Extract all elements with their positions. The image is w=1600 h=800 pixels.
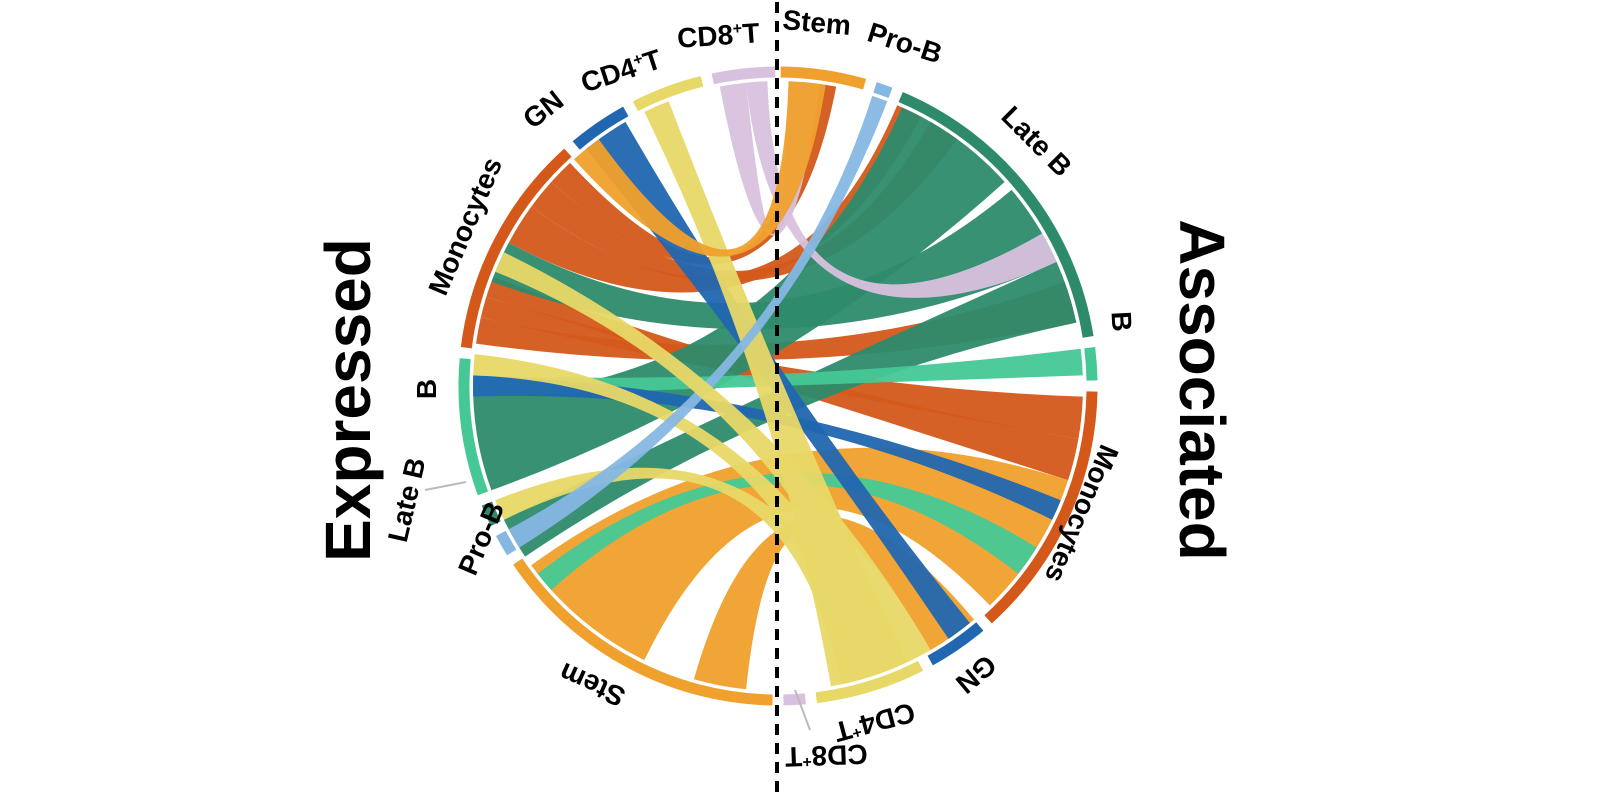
associated-monocytes-arc [984,391,1098,624]
expressed-monocytes-arc [460,148,572,349]
expressed-lateb-arc [481,501,501,527]
expressed-b-arc [458,358,489,496]
associated-lateb-arc [898,91,1094,338]
associated-gn-arc [927,622,984,666]
associated-gn-label: GN [950,649,1002,700]
sector-arcs [458,66,1098,706]
ribbon-gn-to-monocytes [473,375,1061,520]
expressed-cd8t-arc [711,66,776,85]
associated-prob-arc [873,82,893,99]
expressed-gn-label: GN [517,84,569,134]
ribbon-stem-small [573,81,826,257]
chord-ribbons [473,81,1083,690]
expressed-stem-label: Stem [555,657,630,713]
expressed-lateb-label: Late B [382,455,431,545]
expressed-stem-arc [513,558,773,706]
associated-title: Associated [1166,219,1238,560]
ribbon-cd4t-from-monocytes [495,252,931,673]
associated-cd8t-label: CD8+T [785,739,869,773]
expressed-title: Expressed [312,238,384,562]
associated-prob-label: Pro-B [864,16,946,69]
associated-b-label: B [1105,311,1137,333]
associated-stem-label: Stem [781,4,852,41]
ribbon-b-to-monocytes [537,472,1037,591]
cd8t-leader [794,689,811,731]
ribbon-b-to-b [473,348,1083,397]
associated-cd4t-arc [815,660,924,704]
expressed-b-label: B [411,379,442,399]
expressed-cd4t-label: CD4+T [577,43,665,98]
associated-stem-arc [780,66,867,90]
associated-b-arc [1084,347,1098,381]
expressed-gn-arc [572,106,629,150]
expressed-prob-arc [495,530,517,556]
ribbon-monocytes-to-monocytes-a [480,296,1083,439]
lateb-leader [424,481,467,491]
expressed-cd4t-arc [632,75,704,112]
ribbon-monocytes-to-stem-b [551,82,837,265]
expressed-cd8t-label: CD8+T [676,17,760,54]
label-leaders [424,481,811,731]
ribbon-cd4t-lower [495,467,883,685]
associated-cd8t-arc [783,693,806,706]
